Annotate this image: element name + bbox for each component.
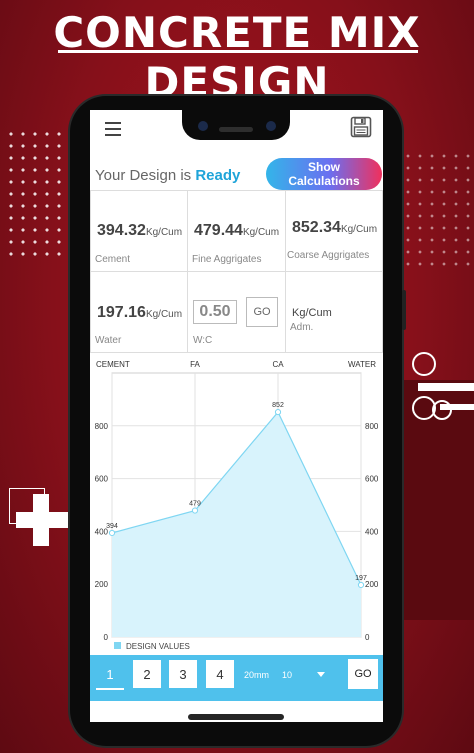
data-label: 852 bbox=[272, 402, 284, 409]
plus-icon bbox=[16, 512, 68, 528]
bar-decoration bbox=[418, 383, 474, 391]
bar-decoration bbox=[440, 404, 474, 410]
dot-pattern-decoration bbox=[402, 150, 474, 270]
legend-swatch bbox=[114, 642, 121, 649]
speaker-grille bbox=[219, 127, 253, 132]
category-label-water: WATER bbox=[348, 360, 376, 369]
phone-side-button bbox=[402, 290, 406, 330]
water-label: Water bbox=[95, 335, 122, 346]
y-tick-label-right: 400 bbox=[365, 527, 379, 536]
wc-ratio-input[interactable]: 0.50 bbox=[193, 300, 237, 324]
data-point bbox=[108, 529, 116, 537]
stripe-decoration bbox=[400, 380, 474, 620]
y-tick-label-right: 800 bbox=[365, 422, 379, 431]
page-button-4[interactable]: 4 bbox=[206, 660, 234, 688]
water-value: 197.16Kg/Cum bbox=[97, 304, 183, 321]
status-prefix: Your Design is bbox=[95, 167, 192, 184]
admixture-cell bbox=[285, 271, 383, 353]
chevron-down-icon[interactable] bbox=[317, 672, 325, 677]
category-label-ca: CA bbox=[272, 360, 284, 369]
y-tick-label-left: 200 bbox=[95, 580, 109, 589]
go-button[interactable]: GO bbox=[348, 659, 378, 689]
water-unit: Kg/Cum bbox=[145, 309, 183, 320]
y-tick-label-left: 600 bbox=[95, 475, 109, 484]
banner-underline bbox=[58, 50, 418, 53]
hamburger-menu-icon[interactable] bbox=[105, 122, 121, 140]
wc-go-button[interactable]: GO bbox=[246, 297, 278, 327]
banner-title-line1: CONCRETE MIX bbox=[53, 8, 421, 57]
page-button-1[interactable]: 1 bbox=[96, 660, 124, 690]
home-indicator bbox=[188, 714, 284, 720]
coarse-aggregates-label: Coarse Aggrigates bbox=[287, 250, 370, 261]
area-fill bbox=[112, 412, 361, 637]
data-label: 479 bbox=[189, 501, 201, 508]
admixture-unit: Kg/Cum bbox=[292, 307, 332, 319]
circle-decoration bbox=[412, 396, 436, 420]
status-ready: Ready bbox=[195, 167, 241, 184]
admixture-label: Adm. bbox=[290, 322, 314, 333]
data-label: 394 bbox=[106, 523, 118, 530]
size-dropdown-value[interactable]: 10 bbox=[282, 670, 293, 680]
fine-aggregates-value: 479.44Kg/Cum bbox=[194, 222, 280, 239]
category-label-cement: CEMENT bbox=[96, 360, 130, 369]
y-tick-label-left: 0 bbox=[104, 633, 109, 642]
coarse-aggregates-unit: Kg/Cum bbox=[340, 224, 378, 235]
cement-unit: Kg/Cum bbox=[145, 227, 183, 238]
y-tick-label-right: 200 bbox=[365, 580, 379, 589]
show-calculations-button[interactable]: Show Calculations bbox=[266, 158, 382, 190]
wc-label: W:C bbox=[193, 335, 213, 346]
series-line bbox=[111, 410, 362, 586]
camera-icon bbox=[266, 121, 276, 131]
circle-decoration bbox=[412, 352, 436, 376]
y-tick-label-left: 800 bbox=[95, 422, 109, 431]
design-values-chart: 0 0 200 200 400 400 600 600 800 800 CEMENT FA CA WATE… bbox=[95, 360, 379, 651]
legend-label: DESIGN VALUES bbox=[126, 642, 190, 651]
data-point bbox=[274, 408, 282, 416]
floppy-disk-icon[interactable] bbox=[350, 116, 372, 143]
coarse-aggregates-value: 852.34Kg/Cum bbox=[292, 219, 378, 236]
data-point bbox=[191, 507, 199, 514]
cement-label: Cement bbox=[95, 254, 131, 265]
category-label-fa: FA bbox=[190, 360, 200, 369]
fine-aggregates-unit: Kg/Cum bbox=[242, 227, 280, 238]
data-label: 197 bbox=[355, 575, 367, 582]
y-tick-label-right: 0 bbox=[365, 633, 370, 642]
aggregate-size-label: 20mm bbox=[244, 670, 270, 680]
y-tick-label-left: 400 bbox=[95, 527, 109, 536]
camera-icon bbox=[198, 121, 208, 131]
cement-value: 394.32Kg/Cum bbox=[97, 222, 183, 239]
y-tick-label-right: 600 bbox=[365, 475, 379, 484]
page-button-3[interactable]: 3 bbox=[169, 660, 197, 688]
data-point bbox=[357, 581, 365, 589]
page-button-2[interactable]: 2 bbox=[133, 660, 161, 688]
design-status: Your Design is Ready bbox=[95, 167, 240, 184]
fine-aggregates-label: Fine Aggrigates bbox=[192, 254, 262, 265]
